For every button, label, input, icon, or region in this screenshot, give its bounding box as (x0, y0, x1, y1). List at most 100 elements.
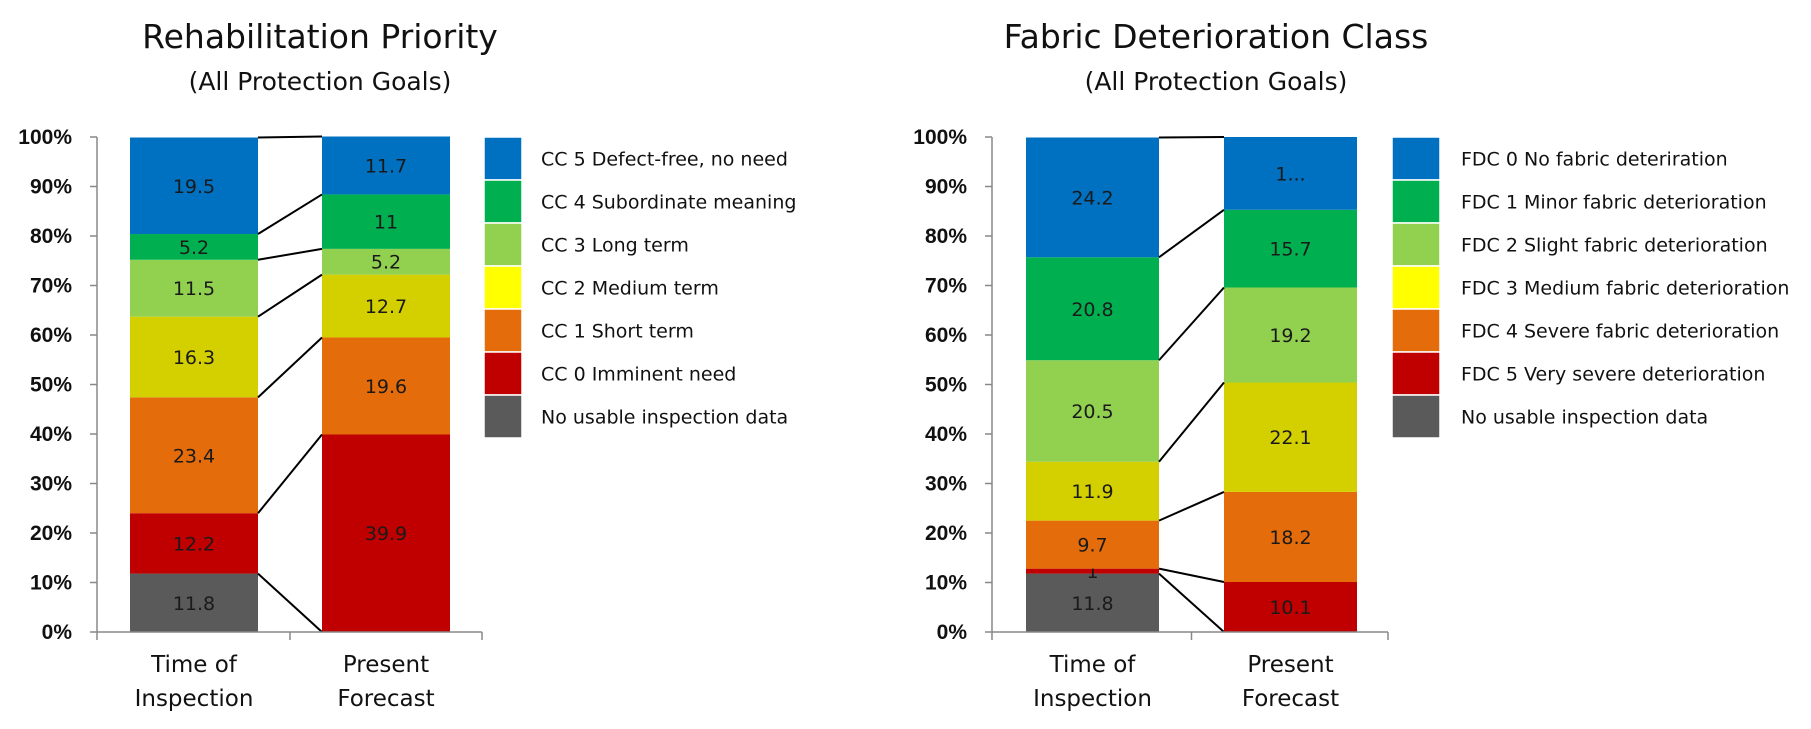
legend-swatch (483, 351, 523, 396)
data-label: 5.2 (371, 252, 401, 274)
chart-title: Fabric Deterioration Class (1004, 17, 1429, 56)
bar-segment (130, 137, 258, 235)
category-label: Time of (1049, 652, 1137, 678)
connector-line (1158, 381, 1225, 463)
legend-swatch (483, 179, 523, 224)
data-label: 19.2 (1269, 325, 1311, 347)
chart-subtitle: (All Protection Goals) (189, 67, 452, 96)
category-label: Inspection (1033, 686, 1152, 712)
bar-segment (1224, 582, 1357, 632)
legend-swatch (1391, 394, 1441, 439)
legend-entry: CC 2 Medium term (541, 278, 719, 300)
data-label: 24.2 (1071, 187, 1113, 209)
legend-entry: FDC 1 Minor fabric deterioration (1461, 192, 1767, 214)
data-label: 11.5 (173, 278, 215, 300)
y-tick-label: 30% (925, 473, 967, 496)
bar-segment (1026, 461, 1159, 521)
category-label: Present (1247, 652, 1333, 678)
legend-entry: FDC 5 Very severe deterioration (1461, 364, 1765, 386)
y-tick-label: 70% (30, 275, 72, 298)
y-tick-label: 60% (30, 324, 72, 347)
legend-entry: CC 5 Defect-free, no need (541, 149, 788, 171)
chart-2: Fabric Deterioration Class (All Protectio… (913, 17, 1789, 712)
bar-segment (1224, 491, 1357, 583)
bar-segment (130, 316, 258, 398)
connector-line (257, 193, 323, 235)
data-label: 10.1 (1269, 597, 1311, 619)
data-label: 39.9 (365, 523, 407, 545)
legend-swatch (483, 394, 523, 439)
legend-entry: CC 4 Subordinate meaning (541, 192, 796, 214)
bar-segment (1026, 520, 1159, 569)
connector-line (257, 433, 323, 514)
y-tick-label: 0% (42, 621, 73, 644)
bar-segment (130, 259, 258, 317)
data-label: 11.9 (1071, 481, 1113, 503)
category-label: Forecast (1242, 686, 1339, 712)
data-label: 18.2 (1269, 527, 1311, 549)
category-label: Forecast (337, 686, 434, 712)
y-tick-label: 100% (18, 126, 72, 149)
bar-segment (130, 397, 258, 514)
data-label: 11.8 (1071, 593, 1113, 615)
legend-swatch (1391, 179, 1441, 224)
bar-segment (322, 434, 450, 632)
data-label: 20.5 (1071, 401, 1113, 423)
y-tick-label: 40% (30, 423, 72, 446)
y-tick-label: 50% (30, 374, 72, 397)
bar-segment (1026, 360, 1159, 462)
connector-line (257, 135, 323, 139)
bar-segment (1026, 137, 1159, 258)
legend-swatch (1391, 265, 1441, 310)
bar-segment (322, 136, 450, 195)
data-label: 20.8 (1071, 299, 1113, 321)
legend: CC 5 Defect-free, no need CC 4 Subordinat… (483, 136, 796, 439)
y-tick-label: 30% (30, 473, 72, 496)
bar-segment (130, 573, 258, 632)
category-label: Time of (150, 652, 238, 678)
y-tick-label: 100% (913, 126, 967, 149)
legend-entry: FDC 4 Severe fabric deterioration (1461, 321, 1779, 343)
legend-entry: No usable inspection data (1461, 407, 1708, 429)
connector-line (257, 336, 323, 399)
bar-segment (322, 248, 450, 275)
legend-swatch (1391, 351, 1441, 396)
data-label: 5.2 (179, 237, 209, 259)
data-label: 19.5 (173, 176, 215, 198)
connector-line (1158, 208, 1225, 259)
category-label: Inspection (135, 686, 254, 712)
connector-line (1158, 567, 1225, 583)
category-label: Present (343, 652, 429, 678)
y-tick-label: 20% (30, 522, 72, 545)
y-tick-label: 80% (30, 225, 72, 248)
y-tick-label: 10% (925, 572, 967, 595)
bar-segment (322, 274, 450, 338)
legend-swatch (483, 265, 523, 310)
legend-entry: FDC 0 No fabric deteriration (1461, 149, 1728, 171)
legend-entry: CC 3 Long term (541, 235, 689, 257)
bar-segment (1224, 382, 1357, 492)
bar-segment (130, 513, 258, 574)
bar-segment (1026, 568, 1159, 574)
connector-line (257, 273, 323, 318)
y-tick-label: 80% (925, 225, 967, 248)
data-label: 15.7 (1269, 239, 1311, 261)
y-tick-label: 10% (30, 572, 72, 595)
bar-segment (322, 337, 450, 435)
legend: FDC 0 No fabric deteriration FDC 1 Minor … (1391, 136, 1789, 439)
bar-segment (1224, 287, 1357, 383)
legend-entry: FDC 3 Medium fabric deterioration (1461, 278, 1789, 300)
data-label: 19.6 (365, 376, 407, 398)
y-tick-label: 90% (925, 176, 967, 199)
y-tick-label: 40% (925, 423, 967, 446)
data-label: 16.3 (173, 347, 215, 369)
legend-entry: FDC 2 Slight fabric deterioration (1461, 235, 1768, 257)
legend-swatch (483, 308, 523, 353)
data-label: 11 (374, 212, 398, 234)
chart-1: Rehabilitation Priority (All Protection G… (18, 17, 796, 712)
legend-entry: CC 1 Short term (541, 321, 694, 343)
bar-segment (1026, 573, 1159, 632)
data-label: 12.7 (365, 296, 407, 318)
legend-swatch (483, 222, 523, 267)
data-label: 1... (1275, 163, 1305, 185)
